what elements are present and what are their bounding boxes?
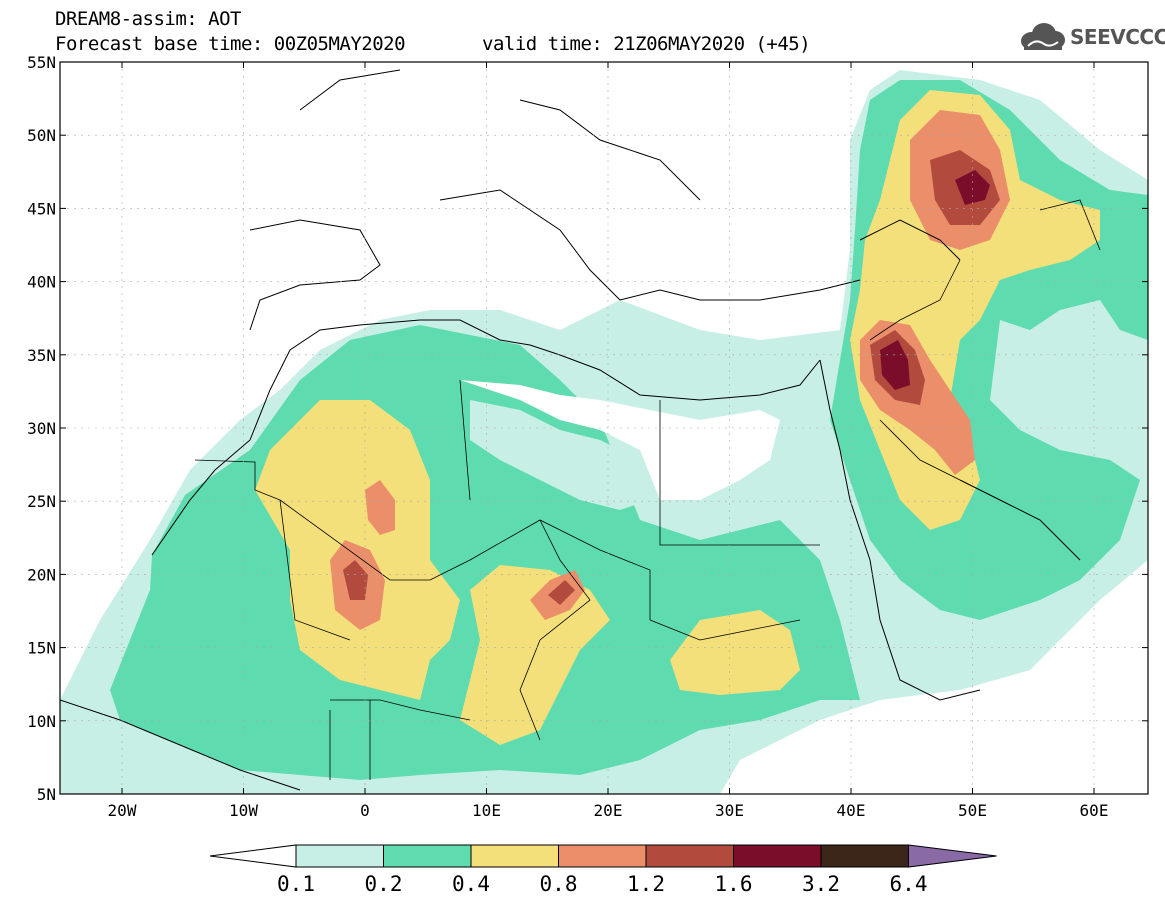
colorbar-segment	[558, 844, 647, 868]
lon-label: 30E	[715, 801, 744, 820]
colorbar-segment	[645, 844, 734, 868]
aot-band-1.2-west	[343, 560, 368, 600]
colorbar-label: 0.2	[365, 872, 403, 896]
aot-band-1.6-iraq	[880, 340, 910, 390]
lat-label: 10N	[27, 712, 56, 731]
colorbar-segment	[295, 844, 384, 868]
colorbar-label: 0.4	[452, 872, 490, 896]
gridlines	[60, 62, 1148, 794]
forecast-base-time: Forecast base time: 00Z05MAY2020	[55, 33, 406, 55]
lon-label: 60E	[1080, 801, 1109, 820]
colorbar-label: 6.4	[890, 872, 928, 896]
lat-labels: 55N 50N 45N 40N 35N 30N 25N 20N 15N 10N 5N	[27, 53, 56, 804]
colorbar-label: 1.2	[627, 872, 665, 896]
lon-label: 50E	[958, 801, 987, 820]
aot-band-0.4-central	[460, 565, 610, 745]
colorbar-label: 3.2	[802, 872, 840, 896]
colorbar-segment	[470, 844, 559, 868]
lon-labels: 20W 10W 0 10E 20E 30E 40E 50E 60E	[108, 801, 1109, 820]
aot-band-0.8-west2	[365, 480, 395, 535]
lon-label: 20E	[594, 801, 623, 820]
cloud-icon	[1021, 23, 1065, 50]
aot-clear-area	[460, 380, 780, 500]
aot-band-0.1-inner	[470, 400, 650, 510]
axis-ticks	[60, 61, 1148, 795]
coastlines	[60, 69, 1081, 791]
aot-contours	[60, 70, 1148, 794]
lat-label: 55N	[27, 53, 56, 72]
lat-label: 30N	[27, 419, 56, 438]
seevccc-logo: SEEVCCC	[1018, 22, 1165, 52]
colorbar-label: 0.1	[277, 872, 315, 896]
lat-label: 40N	[27, 273, 56, 292]
colorbar-label: 0.8	[540, 872, 578, 896]
map-title: DREAM8-assim: AOT	[55, 8, 241, 30]
colorbar-high-arrow	[908, 844, 997, 868]
lat-label: 35N	[27, 346, 56, 365]
colorbar-segment	[733, 844, 822, 868]
lat-label: 5N	[37, 785, 56, 804]
lat-label: 25N	[27, 492, 56, 511]
aot-band-1.2-central	[548, 580, 575, 605]
lon-label: 10E	[472, 801, 501, 820]
colorbar	[209, 844, 997, 868]
country-borders	[194, 199, 1101, 780]
lon-label: 0	[360, 801, 370, 820]
aot-band-0.4-sudan	[670, 610, 800, 695]
colorbar-labels: 0.1 0.2 0.4 0.8 1.2 1.6 3.2 6.4	[277, 872, 927, 896]
valid-time: valid time: 21Z06MAY2020 (+45)	[482, 33, 811, 55]
logo-text: SEEVCCC	[1070, 25, 1165, 49]
lon-label: 40E	[837, 801, 866, 820]
lat-label: 50N	[27, 126, 56, 145]
lon-label: 20W	[108, 801, 137, 820]
lat-label: 15N	[27, 639, 56, 658]
colorbar-label: 1.6	[715, 872, 753, 896]
lat-label: 45N	[27, 199, 56, 218]
lat-label: 20N	[27, 565, 56, 584]
lon-label: 10W	[229, 801, 258, 820]
aot-band-1.6-east	[955, 170, 990, 205]
colorbar-low-arrow	[209, 844, 297, 868]
colorbar-segment	[820, 844, 909, 868]
colorbar-segment	[383, 844, 472, 868]
